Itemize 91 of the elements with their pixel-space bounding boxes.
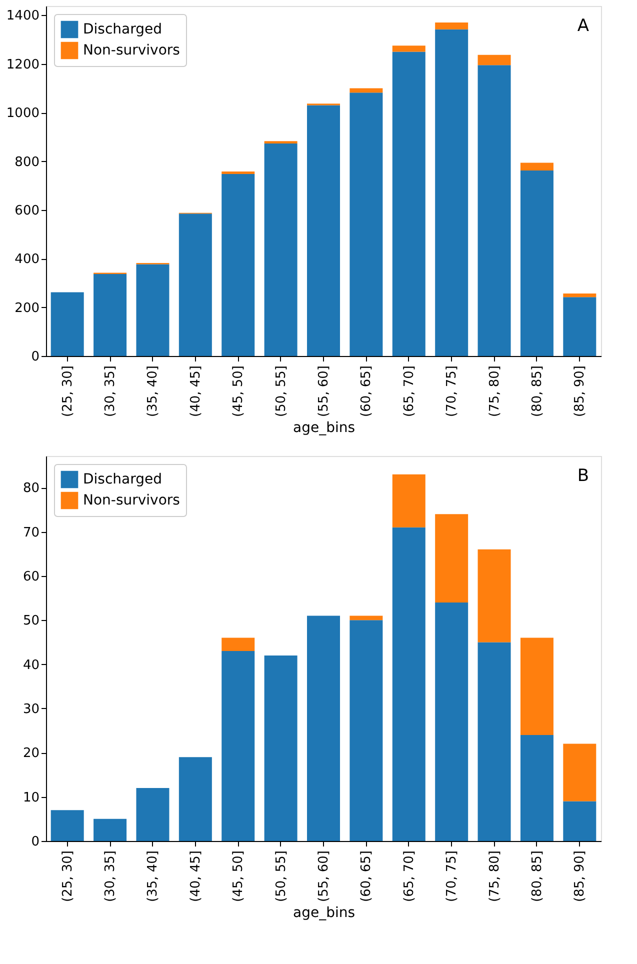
x-axis-title: age_bins: [292, 420, 356, 436]
bar: [563, 297, 596, 356]
x-tick-label: (40, 45]: [188, 366, 204, 417]
bar: [350, 616, 383, 620]
bar: [222, 638, 255, 652]
bar: [307, 105, 340, 356]
bar: [478, 549, 511, 642]
bar: [435, 602, 468, 841]
bar: [520, 734, 554, 841]
bar: [94, 274, 127, 356]
y-tick-label: 70: [22, 525, 40, 540]
bar: [563, 801, 596, 841]
x-tick-label: (70, 75]: [444, 850, 460, 902]
y-tick-label: 20: [22, 746, 40, 762]
annotation: B: [577, 466, 589, 486]
y-tick-label: 50: [22, 614, 40, 629]
y-tick-label: 400: [14, 252, 40, 268]
x-tick-label: (85, 90]: [572, 366, 588, 417]
x-tick-label: (75, 80]: [487, 366, 502, 417]
bar: [264, 144, 298, 356]
bar: [350, 88, 383, 93]
bar: [392, 474, 426, 528]
y-tick-label: 200: [14, 300, 40, 316]
bar: [478, 642, 511, 841]
bar: [435, 22, 468, 30]
annotation: A: [577, 16, 590, 36]
x-axis-title: age_bins: [292, 904, 356, 921]
x-tick-label: (45, 50]: [231, 366, 246, 417]
x-tick-label: (75, 80]: [487, 850, 502, 902]
x-tick-label: (65, 70]: [402, 850, 417, 902]
y-tick-label: 60: [22, 569, 40, 584]
legend-label: Discharged: [83, 22, 162, 38]
x-tick-label: (80, 85]: [530, 850, 545, 902]
legend-label: Discharged: [83, 472, 162, 488]
bar: [136, 788, 170, 841]
x-tick-label: (30, 35]: [103, 366, 118, 417]
legend-label: Non-survivors: [83, 42, 180, 58]
y-tick-label: 10: [22, 790, 40, 806]
y-tick-label: 80: [22, 481, 40, 496]
bar: [478, 65, 511, 356]
bar: [50, 810, 84, 841]
bar: [520, 162, 554, 171]
y-tick-label: 30: [22, 702, 40, 717]
x-tick-label: (60, 65]: [359, 366, 374, 417]
y-tick-label: 1000: [6, 106, 40, 122]
x-tick-label: (30, 35]: [103, 850, 118, 902]
x-tick-label: (65, 70]: [402, 366, 417, 417]
legend-label: Non-survivors: [83, 492, 180, 508]
x-tick-label: (45, 50]: [231, 850, 246, 902]
x-tick-label: (50, 55]: [274, 850, 289, 902]
bar: [136, 264, 170, 356]
x-tick-label: (25, 30]: [60, 850, 76, 902]
bar: [94, 818, 127, 841]
bar: [222, 651, 255, 841]
x-tick-label: (70, 75]: [444, 366, 460, 417]
y-tick-label: 600: [14, 203, 40, 218]
bar: [392, 527, 426, 841]
y-tick-label: 40: [22, 658, 40, 673]
bar: [520, 170, 554, 356]
bar: [563, 293, 596, 298]
x-tick-label: (55, 60]: [316, 366, 332, 417]
y-tick-label: 800: [14, 154, 40, 170]
x-tick-label: (80, 85]: [530, 366, 545, 417]
x-tick-label: (50, 55]: [274, 366, 289, 417]
bar: [178, 214, 212, 356]
bar: [307, 616, 340, 841]
x-tick-label: (35, 40]: [146, 366, 161, 417]
bar: [563, 744, 596, 802]
x-tick-label: (35, 40]: [146, 850, 161, 902]
x-tick-label: (40, 45]: [188, 850, 204, 902]
bar: [478, 54, 511, 66]
bar: [350, 620, 383, 841]
bar: [264, 655, 298, 841]
x-tick-label: (25, 30]: [60, 366, 76, 417]
bar: [264, 141, 298, 144]
bar: [520, 638, 554, 735]
bar: [392, 52, 426, 356]
bar: [50, 292, 84, 356]
bar: [222, 174, 255, 356]
bar: [178, 757, 212, 841]
bar: [392, 46, 426, 52]
bar: [435, 514, 468, 602]
y-tick-label: 1200: [6, 57, 40, 72]
bar: [435, 29, 468, 356]
y-tick-label: 0: [31, 350, 40, 364]
y-tick-label: 0: [31, 834, 40, 850]
x-tick-label: (60, 65]: [359, 850, 374, 902]
x-tick-label: (85, 90]: [572, 850, 588, 902]
y-tick-label: 1400: [6, 8, 40, 24]
bar: [350, 92, 383, 356]
x-tick-label: (55, 60]: [316, 850, 332, 902]
